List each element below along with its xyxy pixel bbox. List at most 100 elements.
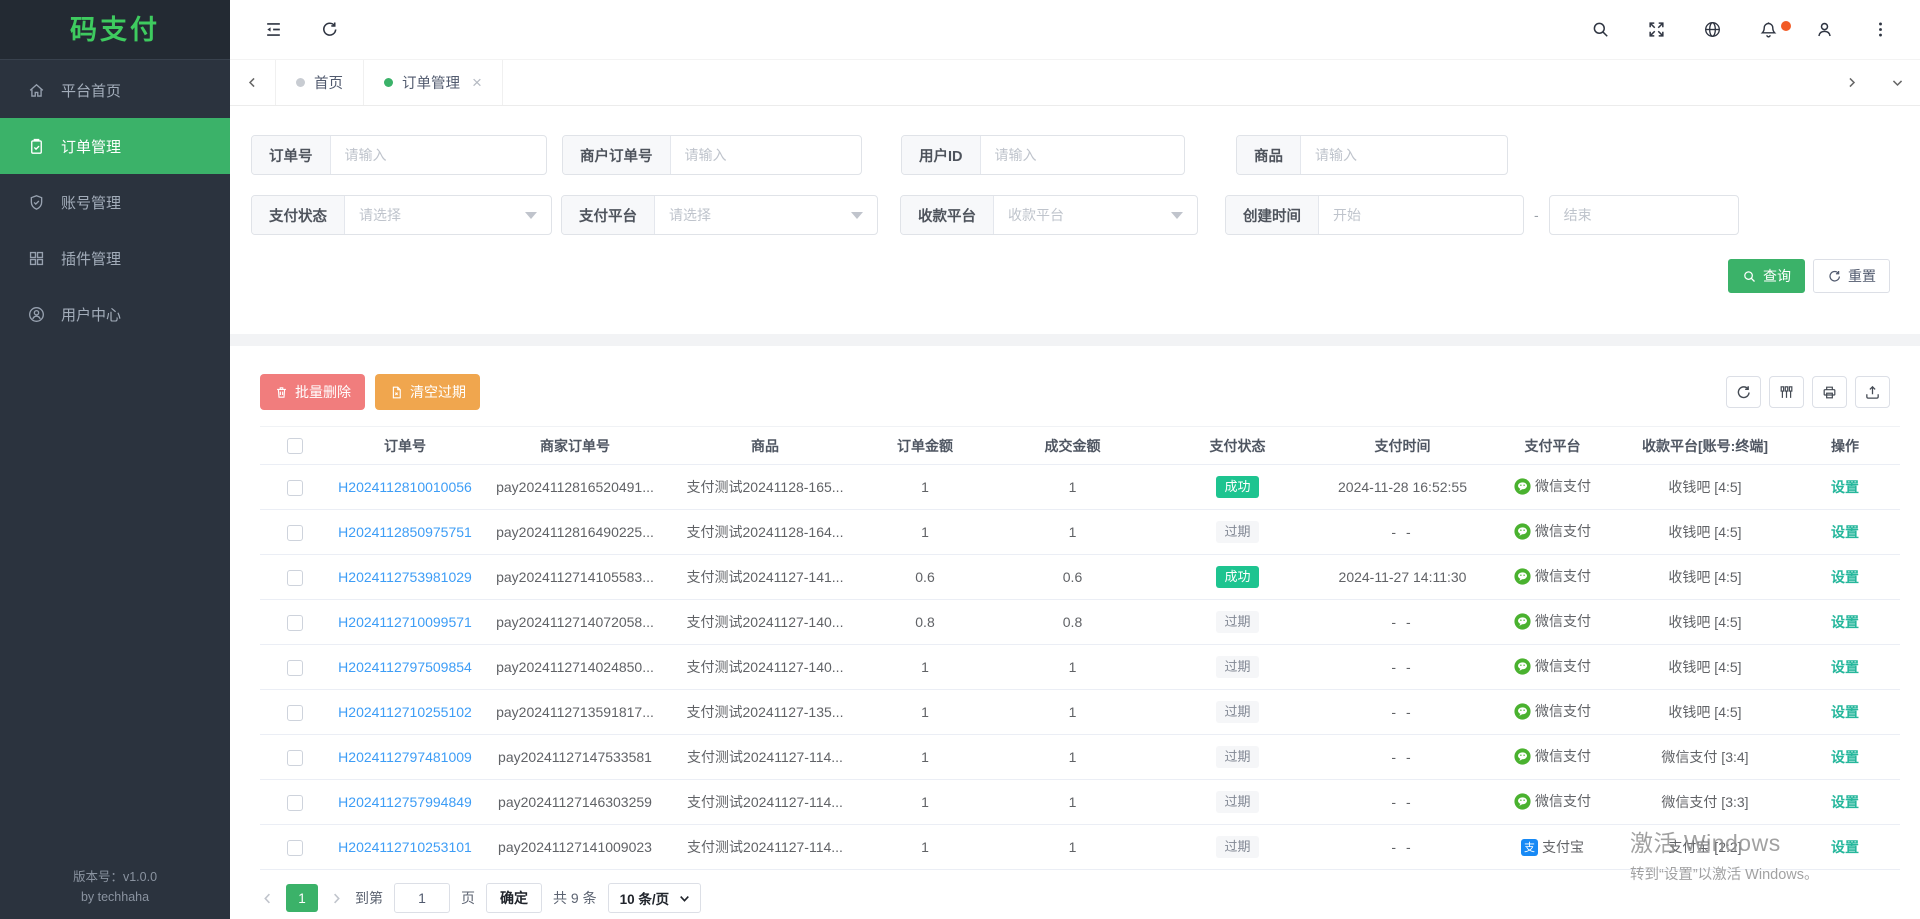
row-checkbox[interactable] [287,524,303,541]
row-checkbox[interactable] [287,479,303,496]
next-page-button[interactable] [329,891,344,906]
table-refresh-button[interactable] [1726,376,1761,408]
home-icon [27,81,46,100]
settings-link[interactable]: 设置 [1831,749,1859,765]
status-badge: 成功 [1216,565,1259,589]
merchant-order-no-input[interactable]: 请输入 [684,147,727,163]
order-amount: 1 [860,689,990,735]
date-end-input[interactable]: 结束 [1548,195,1739,235]
pay-platform: 微信支付 [1485,599,1620,645]
confirm-page-button[interactable]: 确定 [486,883,542,913]
refresh-icon [1735,384,1752,401]
pay-status-select[interactable]: 请选择 [345,196,551,234]
product-input[interactable]: 请输入 [1315,147,1357,163]
fullscreen-icon[interactable] [1647,20,1666,39]
more-icon[interactable] [1871,20,1890,39]
sidebar-item-user-center[interactable]: 用户中心 [0,286,230,342]
status-badge: 过期 [1216,700,1259,724]
notification-dot [1781,21,1791,31]
main-area: 首页 订单管理 × 订单号 请输入 商户订单号 请输入 用户ID 请输入 商品 请输入 支付状… [230,0,1920,919]
settings-link[interactable]: 设置 [1831,659,1859,675]
search-icon[interactable] [1591,20,1610,39]
sidebar-item-home[interactable]: 平台首页 [0,62,230,118]
tab-home[interactable]: 首页 [276,60,364,105]
tab-dot-icon [384,78,393,87]
settings-link[interactable]: 设置 [1831,794,1859,810]
clear-expired-button[interactable]: 清空过期 [375,374,480,410]
collapse-icon[interactable] [264,20,283,39]
print-icon [1821,384,1838,401]
status-badge: 过期 [1216,655,1259,679]
order-number-link[interactable]: H2024112797481009 [338,749,472,765]
row-checkbox[interactable] [287,614,303,631]
order-number-link[interactable]: H2024112797509854 [338,659,472,675]
row-checkbox[interactable] [287,704,303,721]
sidebar-item-orders[interactable]: 订单管理 [0,118,230,174]
order-no-input[interactable]: 请输入 [344,147,387,163]
current-page-button[interactable]: 1 [286,884,318,912]
order-number-link[interactable]: H2024112710255102 [338,704,472,720]
select-all-checkbox[interactable] [287,438,303,455]
row-checkbox[interactable] [287,749,303,766]
pay-platform-select[interactable]: 请选择 [655,196,877,234]
order-amount: 1 [860,644,990,690]
caret-down-icon [851,211,863,219]
filter-label: 商户订单号 [563,136,671,174]
settings-link[interactable]: 设置 [1831,839,1859,855]
chevron-left-icon [264,893,270,903]
table-columns-button[interactable] [1769,376,1804,408]
order-number-link[interactable]: H2024112753981029 [338,569,472,585]
receive-platform-select[interactable]: 收款平台 [994,196,1197,234]
settings-link[interactable]: 设置 [1831,569,1859,585]
order-number-link[interactable]: H2024112850975751 [338,524,472,540]
close-icon[interactable]: × [472,73,482,92]
tabs-options-button[interactable] [1874,60,1920,105]
tabs-scroll-right-button[interactable] [1828,60,1874,105]
caret-down-icon [1171,211,1183,219]
globe-icon[interactable] [1703,20,1722,39]
settings-link[interactable]: 设置 [1831,704,1859,720]
tabs-scroll-left-button[interactable] [230,60,276,105]
order-amount: 1 [860,509,990,555]
prev-page-button[interactable] [260,891,275,906]
page-size-select[interactable]: 10 条/页 [607,883,702,913]
row-checkbox[interactable] [287,659,303,676]
row-checkbox[interactable] [287,794,303,811]
sidebar-item-plugins[interactable]: 插件管理 [0,230,230,286]
filter-receive-platform: 收款平台 收款平台 [900,195,1198,235]
paid-amount: 1 [990,644,1155,690]
goto-page-input[interactable]: 1 [394,883,450,913]
order-number-link[interactable]: H2024112710099571 [338,614,472,630]
settings-link[interactable]: 设置 [1831,479,1859,495]
settings-link[interactable]: 设置 [1831,524,1859,540]
settings-link[interactable]: 设置 [1831,614,1859,630]
pay-platform: 微信支付 [1485,554,1620,600]
order-number-link[interactable]: H2024112757994849 [338,794,472,810]
row-checkbox[interactable] [287,569,303,586]
bell-icon[interactable] [1759,20,1791,39]
chevron-down-icon [1892,80,1902,87]
version-number: 版本号：v1.0.0 [72,870,158,885]
order-number-link[interactable]: H2024112710253101 [338,839,472,855]
reset-button[interactable]: 重置 [1813,259,1890,293]
clear-document-icon [392,386,401,398]
order-number-link[interactable]: H2024112810010056 [338,479,472,495]
date-start-input[interactable]: 开始 [1333,207,1361,223]
sidebar-item-accounts[interactable]: 账号管理 [0,174,230,230]
receive-account: 支付宝 [2:2] [1620,824,1790,870]
pay-time: - - [1320,509,1485,555]
batch-delete-button[interactable]: 批量删除 [260,374,365,410]
table-export-button[interactable] [1855,376,1890,408]
table-print-button[interactable] [1812,376,1847,408]
refresh-icon[interactable] [320,20,339,39]
user-icon[interactable] [1815,20,1834,39]
order-table-panel: 批量删除 清空过期 [230,346,1920,919]
user-id-input[interactable]: 请输入 [994,147,1037,163]
chevron-right-icon [1848,77,1855,88]
pay-time: - - [1320,779,1485,825]
row-checkbox[interactable] [287,839,303,856]
tab-order-management[interactable]: 订单管理 × [364,60,503,105]
receive-account: 微信支付 [3:3] [1620,779,1790,825]
search-button[interactable]: 查询 [1728,259,1805,293]
merchant-order-no: pay2024112713591817... [480,689,670,735]
